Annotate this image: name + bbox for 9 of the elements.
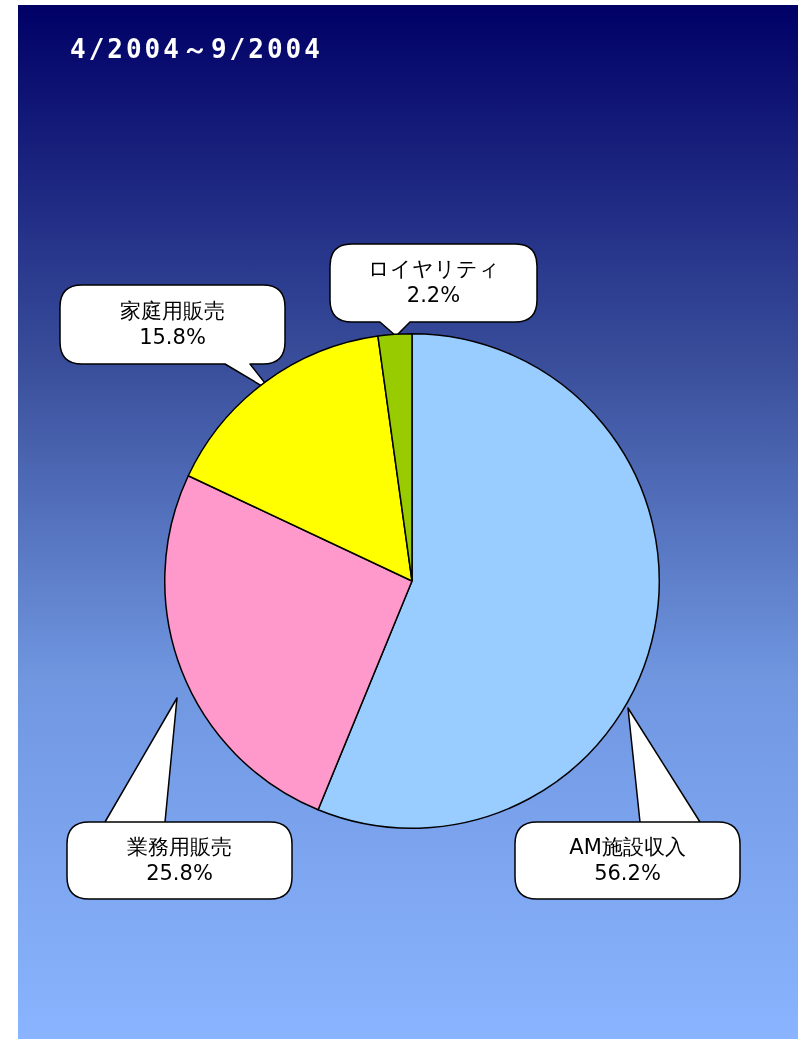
data-label: 15.8% — [139, 324, 206, 349]
slice-label: 家庭用販売 — [120, 298, 225, 323]
slice-label: 業務用販売 — [127, 834, 232, 859]
data-label: 56.2% — [594, 860, 661, 885]
data-label: 2.2% — [406, 283, 461, 308]
slice-label: ロイヤリティ — [367, 257, 500, 282]
data-label: 25.8% — [146, 860, 213, 885]
slice-label: AM施設収入 — [569, 834, 686, 859]
chart-title: 4/2004～9/2004 — [70, 33, 323, 66]
